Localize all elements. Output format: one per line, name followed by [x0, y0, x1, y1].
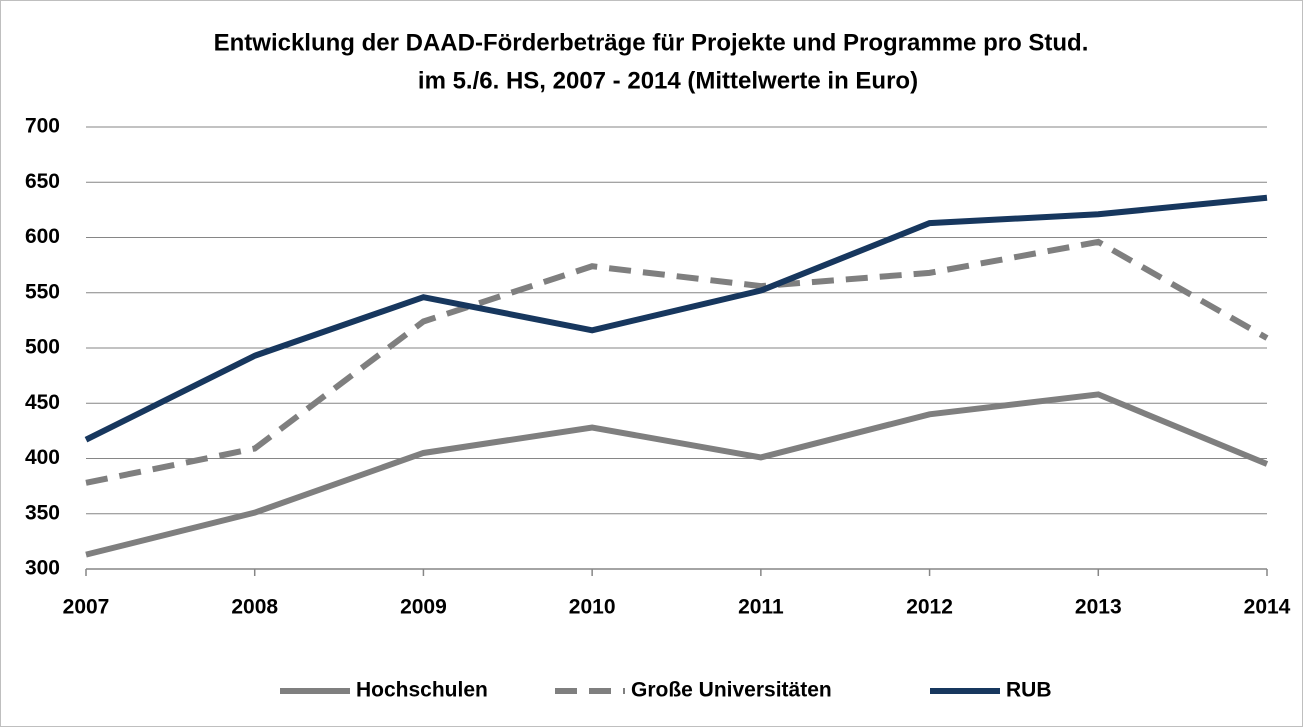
- x-tick-label: 2007: [63, 596, 110, 619]
- chart-title: Entwicklung der DAAD-Förderbeträge für P…: [214, 29, 1089, 56]
- x-tick-label: 2010: [569, 596, 616, 619]
- y-tick-label: 600: [25, 225, 60, 248]
- y-tick-label: 500: [25, 336, 60, 359]
- series-line: [85, 391, 1269, 558]
- y-tick-label: 550: [25, 280, 60, 303]
- legend-label: Große Universitäten: [631, 679, 832, 702]
- y-tick-label: 450: [25, 391, 60, 414]
- chart-title: im 5./6. HS, 2007 - 2014 (Mittelwerte in…: [418, 67, 918, 94]
- x-tick-label: 2014: [1244, 596, 1291, 619]
- legend-label: RUB: [1006, 679, 1052, 702]
- series-line: [84, 194, 1268, 443]
- x-tick-label: 2009: [400, 596, 447, 619]
- y-tick-label: 300: [25, 557, 60, 580]
- x-tick-label: 2012: [906, 596, 953, 619]
- y-tick-label: 700: [25, 115, 60, 138]
- x-tick-label: 2013: [1075, 596, 1122, 619]
- y-tick-label: 400: [25, 446, 60, 469]
- y-tick-label: 650: [25, 170, 60, 193]
- y-tick-label: 350: [25, 501, 60, 524]
- x-tick-label: 2011: [738, 596, 784, 619]
- x-tick-label: 2008: [231, 596, 278, 619]
- legend-label: Hochschulen: [356, 679, 488, 702]
- series-line: [85, 238, 1269, 486]
